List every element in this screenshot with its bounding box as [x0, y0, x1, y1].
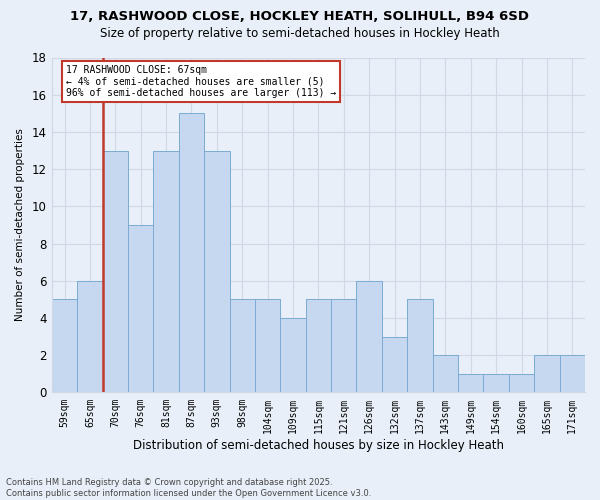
Bar — [306, 300, 331, 392]
X-axis label: Distribution of semi-detached houses by size in Hockley Heath: Distribution of semi-detached houses by … — [133, 440, 504, 452]
Bar — [128, 225, 154, 392]
Bar — [77, 281, 103, 392]
Bar — [52, 300, 77, 392]
Text: Contains HM Land Registry data © Crown copyright and database right 2025.
Contai: Contains HM Land Registry data © Crown c… — [6, 478, 371, 498]
Y-axis label: Number of semi-detached properties: Number of semi-detached properties — [15, 128, 25, 322]
Bar — [484, 374, 509, 392]
Text: Size of property relative to semi-detached houses in Hockley Heath: Size of property relative to semi-detach… — [100, 28, 500, 40]
Bar — [255, 300, 280, 392]
Bar — [179, 114, 204, 392]
Bar — [356, 281, 382, 392]
Bar — [407, 300, 433, 392]
Text: 17 RASHWOOD CLOSE: 67sqm
← 4% of semi-detached houses are smaller (5)
96% of sem: 17 RASHWOOD CLOSE: 67sqm ← 4% of semi-de… — [66, 65, 336, 98]
Bar — [103, 150, 128, 392]
Bar — [230, 300, 255, 392]
Bar — [509, 374, 534, 392]
Bar — [433, 355, 458, 393]
Text: 17, RASHWOOD CLOSE, HOCKLEY HEATH, SOLIHULL, B94 6SD: 17, RASHWOOD CLOSE, HOCKLEY HEATH, SOLIH… — [71, 10, 530, 23]
Bar — [204, 150, 230, 392]
Bar — [458, 374, 484, 392]
Bar — [280, 318, 306, 392]
Bar — [382, 336, 407, 392]
Bar — [560, 355, 585, 393]
Bar — [331, 300, 356, 392]
Bar — [154, 150, 179, 392]
Bar — [534, 355, 560, 393]
